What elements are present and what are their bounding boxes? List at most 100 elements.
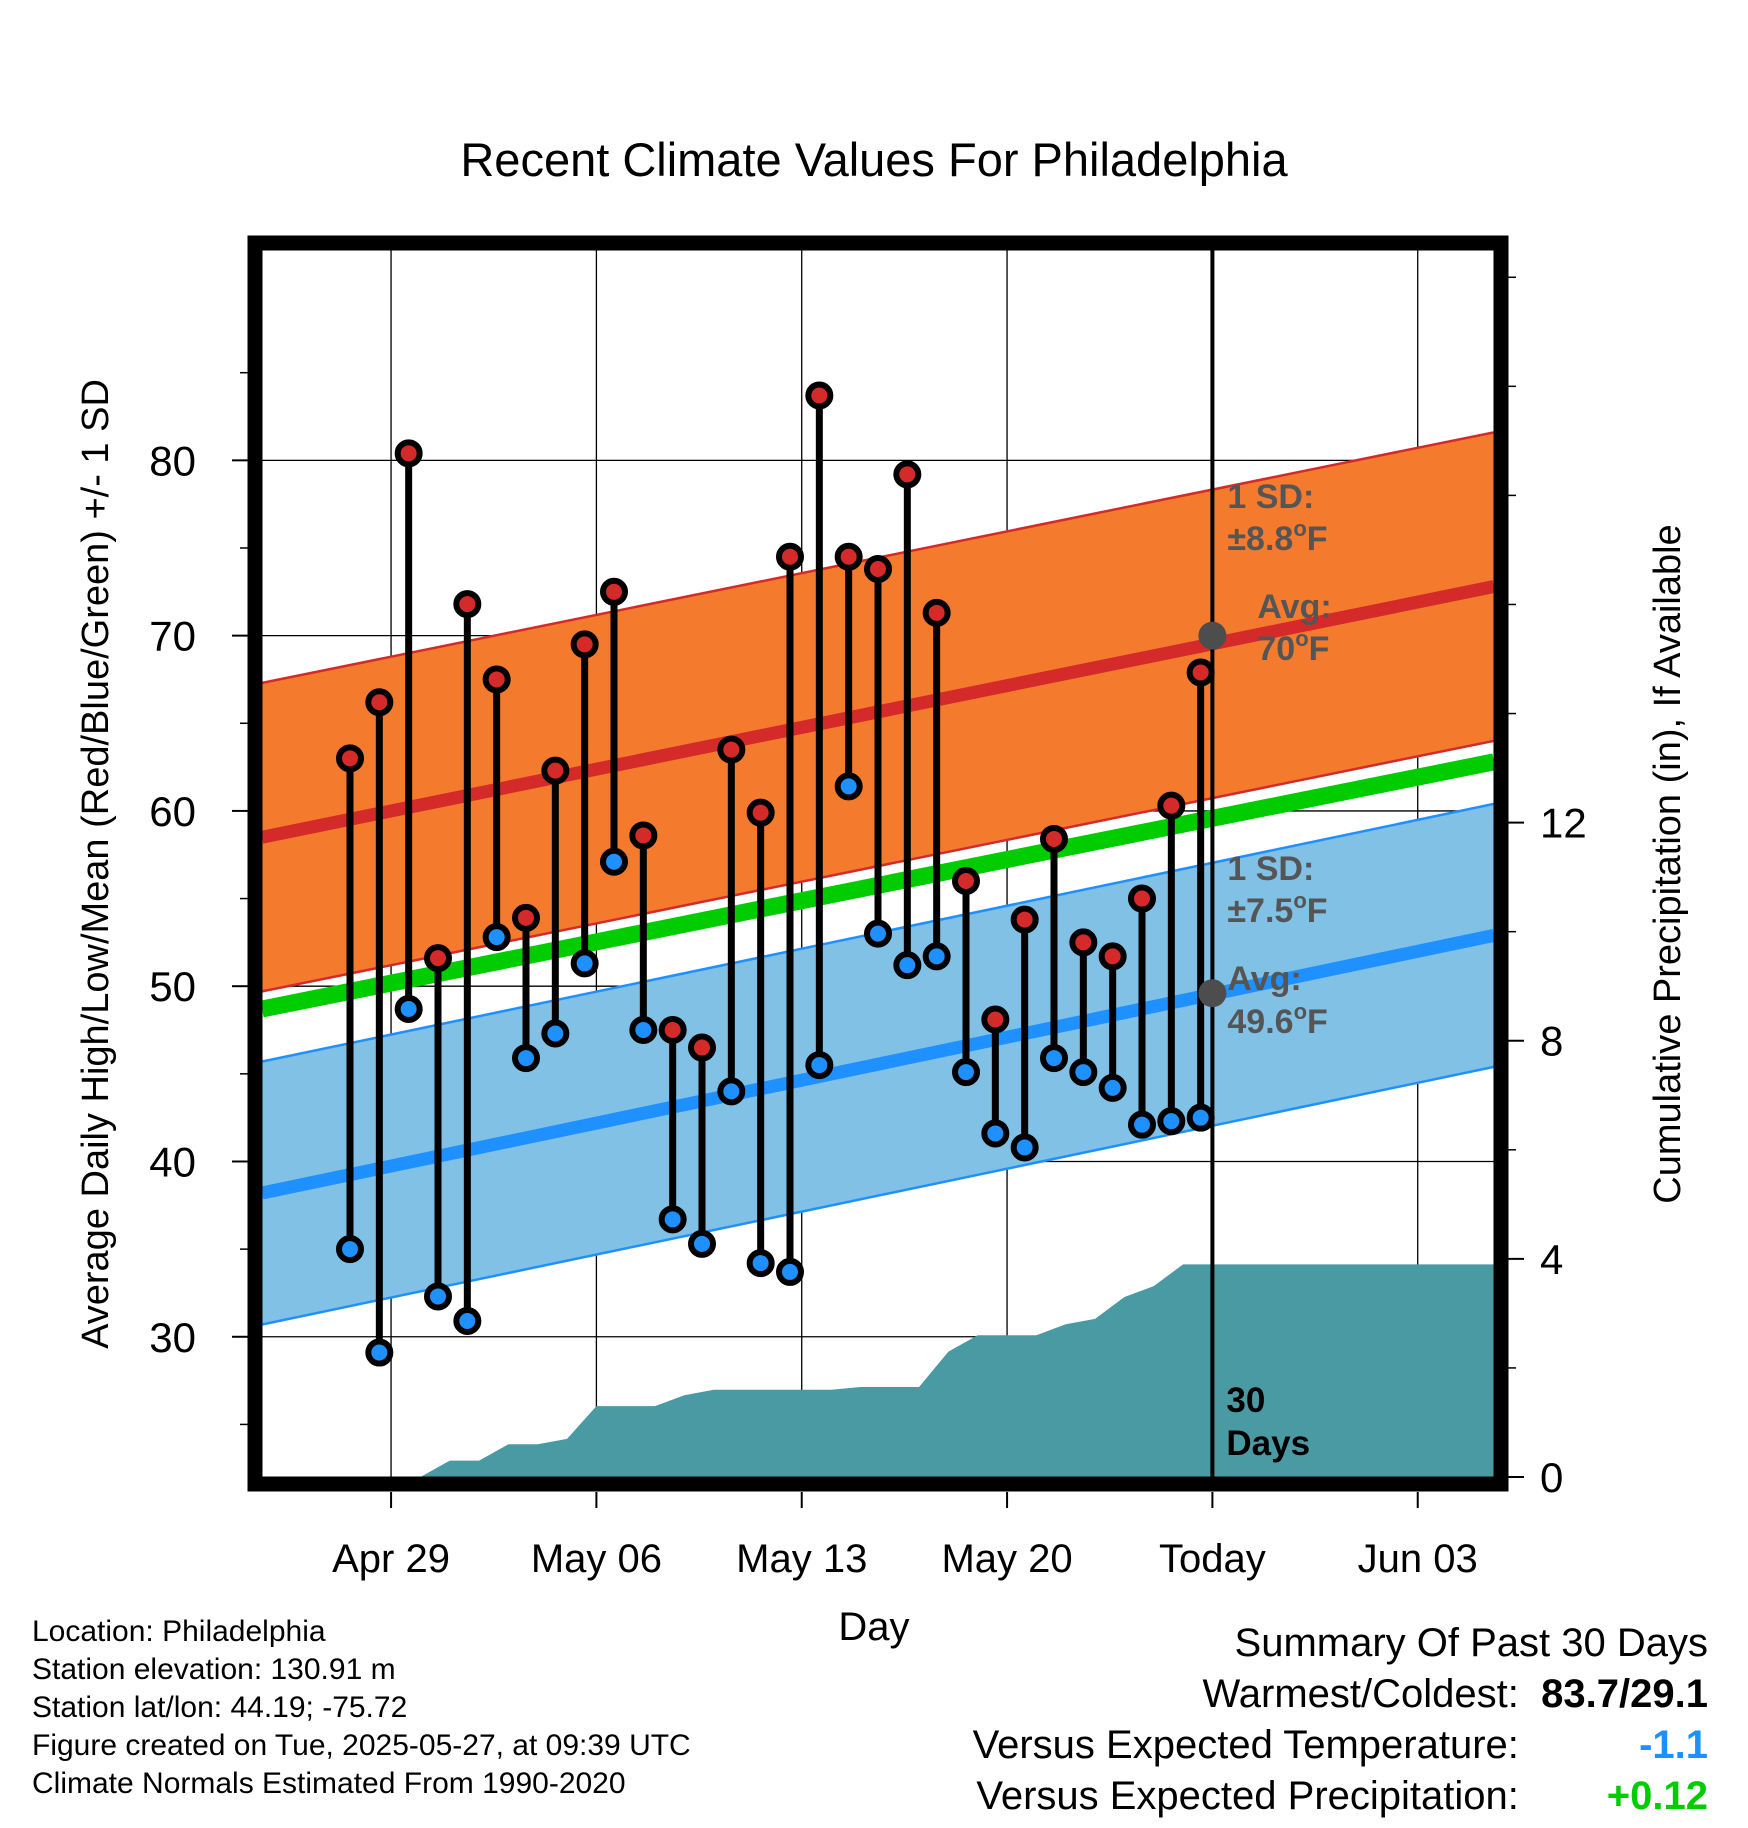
daily-high-marker [394,439,423,468]
daily-high-marker [952,867,980,896]
daily-high-marker [1010,905,1039,934]
y-left-tick-label: 70 [149,613,196,660]
x-tick-label: Today [1159,1537,1266,1581]
low-sd-label: 1 SD: [1227,850,1314,888]
daily-low-marker [336,1235,364,1264]
daily-low-marker [541,1019,570,1048]
daily-low-marker [394,994,423,1023]
station-info: Location: Philadelphia Station elevation… [32,1613,691,1803]
precip-anomaly-value: +0.12 [1606,1774,1708,1818]
high-sd-label: 1 SD: [1227,478,1314,516]
precip-anomaly-label: Versus Expected Precipitation: [976,1774,1519,1818]
daily-high-marker [365,688,394,717]
period-label-unit: Days [1226,1424,1310,1463]
y-right-tick-label: 12 [1540,800,1587,847]
temp-anomaly-value: -1.1 [1639,1723,1708,1767]
daily-low-marker [952,1058,980,1087]
x-tick-label: May 20 [941,1537,1072,1581]
y-left-tick-label: 80 [149,437,196,484]
daily-low-marker [629,1016,658,1045]
daily-high-marker [1098,942,1127,971]
daily-high-marker [717,735,746,764]
daily-high-marker [629,821,658,850]
temp-anomaly-label: Versus Expected Temperature: [972,1723,1519,1767]
daily-high-marker [688,1033,716,1062]
daily-low-marker [365,1338,394,1367]
daily-high-marker [893,460,922,489]
daily-low-marker [805,1051,834,1080]
cumulative-precip-area [391,1264,1494,1477]
daily-low-marker [512,1044,540,1073]
daily-low-marker [893,951,922,980]
daily-low-marker [1069,1058,1098,1087]
daily-high-marker [776,542,804,571]
y-left-tick-label: 30 [149,1314,196,1361]
daily-high-marker [1069,928,1098,957]
summary-temp: Versus Expected Temperature: -1.1 [973,1720,1708,1771]
summary-panel: Summary Of Past 30 Days Warmest/Coldest:… [973,1618,1708,1822]
summary-precip: Versus Expected Precipitation: +0.12 [973,1771,1708,1822]
period-label-count: 30 [1226,1381,1265,1420]
daily-high-marker [658,1016,687,1045]
today-avg-low-dot [1198,979,1227,1008]
daily-low-marker [746,1249,775,1278]
daily-low-marker [658,1205,687,1234]
daily-high-marker [1040,824,1068,853]
warmest-coldest-value: 83.7/29.1 [1541,1672,1708,1716]
y-right-tick-label: 8 [1540,1018,1563,1065]
daily-low-marker [864,919,892,948]
daily-high-marker [512,903,540,932]
info-latlon: Station lat/lon: 44.19; -75.72 [32,1691,408,1724]
info-elevation: Station elevation: 130.91 m [32,1653,396,1686]
daily-low-marker [1040,1044,1068,1073]
high-avg-label: Avg: [1257,588,1331,626]
x-tick-label: May 13 [736,1537,867,1581]
y-axis-left-label: Average Daily High/Low/Mean (Red/Blue/Gr… [75,379,117,1349]
daily-high-marker [453,590,482,619]
daily-high-marker [864,555,892,584]
y-axis-right-label: Cumulative Precipitation (in), If Availa… [1647,524,1689,1203]
daily-low-marker [834,772,863,801]
daily-high-marker [922,598,951,627]
daily-high-marker [336,744,364,773]
daily-high-marker [482,665,511,694]
summary-warmest-coldest: Warmest/Coldest: 83.7/29.1 [973,1669,1709,1720]
daily-high-marker [1128,884,1156,913]
x-axis-label: Day [838,1605,909,1649]
y-left-tick-label: 60 [149,788,196,835]
daily-low-marker [922,942,951,971]
high-avg-value: 70oF [1257,626,1329,668]
info-location: Location: Philadelphia [32,1615,326,1648]
daily-high-marker [541,756,570,785]
plot-frame [247,235,1509,1492]
summary-title: Summary Of Past 30 Days [1234,1621,1708,1665]
info-created: Figure created on Tue, 2025-05-27, at 09… [32,1729,691,1762]
daily-high-marker [805,381,834,410]
x-tick-label: May 06 [531,1537,662,1581]
chart-title: Recent Climate Values For Philadelphia [460,133,1288,186]
info-normals: Climate Normals Estimated From 1990-2020 [32,1767,626,1800]
high-sd-value: ±8.8oF [1227,516,1327,558]
daily-low-marker [600,847,628,876]
y-left-tick-label: 40 [149,1138,196,1185]
y-right-tick-label: 0 [1540,1454,1563,1501]
daily-low-marker [1098,1073,1127,1102]
daily-low-marker [453,1306,482,1335]
low-sd-value: ±7.5oF [1227,888,1327,930]
daily-high-marker [746,798,775,827]
daily-low-marker [1010,1133,1039,1162]
today-avg-high-dot [1198,621,1227,650]
daily-low-marker [981,1119,1010,1148]
low-avg-label: Avg: [1227,960,1301,998]
daily-high-marker [1157,791,1186,820]
daily-low-marker [1157,1107,1186,1136]
daily-high-marker [1186,658,1215,687]
daily-low-marker [482,923,511,952]
y-left-tick-label: 50 [149,963,196,1010]
daily-low-marker [424,1282,452,1311]
daily-high-marker [570,630,599,659]
x-tick-label: Jun 03 [1358,1537,1478,1581]
daily-high-marker [981,1005,1010,1034]
daily-high-marker [424,944,452,973]
